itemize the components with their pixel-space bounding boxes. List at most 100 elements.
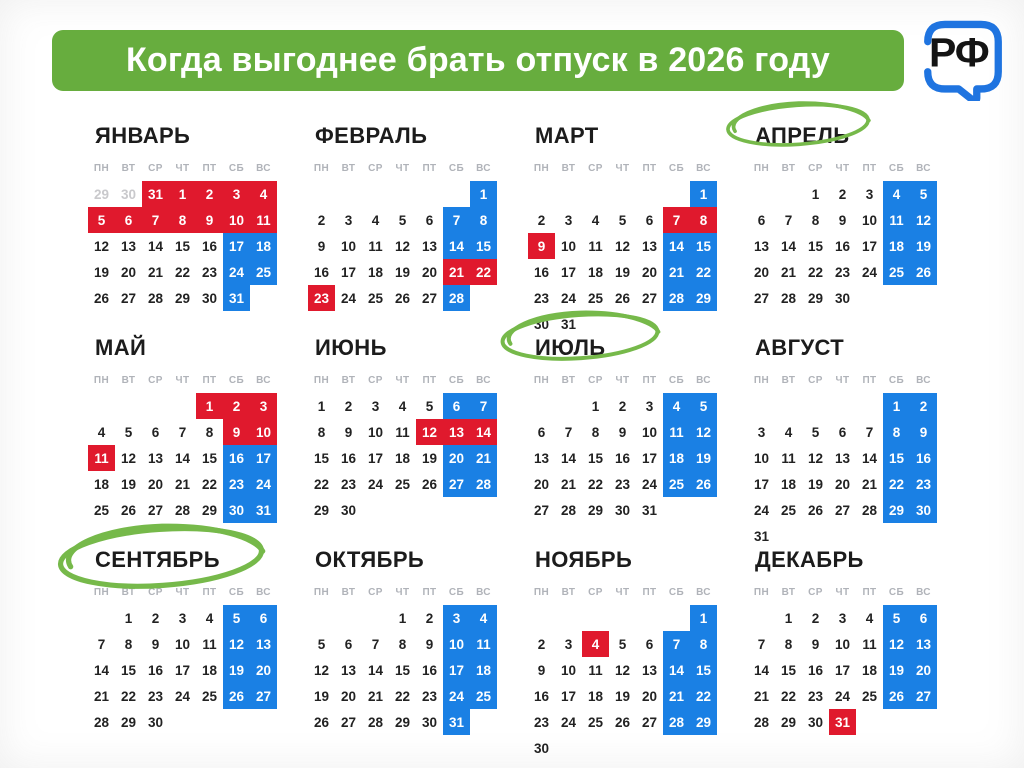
holiday-day-cell: 10 (250, 419, 277, 445)
workday-cell: 29 (394, 714, 411, 730)
empty-day-cell (362, 497, 389, 523)
workday-cell: 7 (178, 424, 187, 440)
workday-cell: 27 (147, 502, 164, 518)
empty-day-cell (636, 311, 663, 337)
weekend-day-cell: 12 (910, 207, 937, 233)
workday-cell: 6 (838, 424, 847, 440)
weekend-day-cell: 21 (663, 259, 690, 285)
workday-cell: 23 (807, 688, 824, 704)
empty-day-cell (636, 181, 663, 207)
empty-day-cell (883, 523, 910, 549)
workday-cell: 26 (120, 502, 137, 518)
workday-cell: 3 (178, 610, 187, 626)
empty-day-cell (609, 735, 636, 761)
empty-day-cell (910, 285, 937, 311)
weekday-label: ВС (476, 587, 491, 598)
workday-cell: 3 (865, 186, 874, 202)
weekday-label: СР (368, 587, 383, 598)
empty-day-cell (748, 605, 775, 631)
month-title: ФЕВРАЛЬ (315, 123, 428, 148)
workday-cell: 27 (834, 502, 851, 518)
empty-day-cell (775, 393, 802, 419)
empty-day-cell (470, 285, 497, 311)
workday-cell: 17 (641, 450, 658, 466)
weekend-day-cell: 18 (470, 657, 497, 683)
workday-cell: 6 (151, 424, 160, 440)
workday-cell: 25 (394, 476, 411, 492)
workday-cell: 16 (340, 450, 357, 466)
workday-cell: 10 (753, 450, 770, 466)
workday-cell: 21 (147, 264, 164, 280)
weekend-day-cell: 9 (910, 419, 937, 445)
weekend-day-cell: 13 (910, 631, 937, 657)
holiday-day-cell: 7 (663, 207, 690, 233)
empty-day-cell (582, 181, 609, 207)
weekend-day-cell: 5 (883, 605, 910, 631)
workday-cell: 28 (560, 502, 577, 518)
month-block-2: ФЕВРАЛЬ ПН ВТ СР ЧТ ПТ СБ ВС 1 2 3 4 5 6 7 8 9 10 11 12 13 14… (308, 123, 498, 335)
workday-cell: 23 (201, 264, 218, 280)
workday-cell: 5 (398, 212, 407, 228)
workday-cell: 17 (560, 264, 577, 280)
holiday-day-cell: 3 (223, 181, 250, 207)
holiday-day-cell: 6 (115, 207, 142, 233)
workday-cell: 15 (780, 662, 797, 678)
weekday-label: СБ (668, 163, 685, 174)
workday-cell: 9 (537, 662, 546, 678)
workday-cell: 5 (618, 212, 627, 228)
workday-cell: 17 (174, 662, 191, 678)
workday-cell: 7 (865, 424, 874, 440)
weekend-day-cell: 16 (223, 445, 250, 471)
weekend-day-cell: 22 (690, 259, 717, 285)
workday-cell: 9 (618, 424, 627, 440)
workday-cell: 8 (317, 424, 326, 440)
workday-cell: 12 (614, 662, 631, 678)
weekend-day-cell: 28 (443, 285, 470, 311)
workday-cell: 22 (201, 476, 218, 492)
workday-cell: 21 (780, 264, 797, 280)
workday-cell: 11 (588, 238, 603, 254)
workday-cell: 16 (834, 238, 851, 254)
days-grid: 29 30 31 1 2 3 4 5 6 7 8 9 10 11 12 13 14 15 16 17 18 19 20 21 2… (88, 181, 278, 311)
workday-cell: 12 (93, 238, 110, 254)
weekday-header: ПН ВТ СР ЧТ ПТ СБ ВС (748, 373, 938, 388)
workday-cell: 20 (834, 476, 851, 492)
weekend-day-cell: 27 (250, 683, 277, 709)
workday-cell: 19 (807, 476, 824, 492)
empty-day-cell (910, 523, 937, 549)
holiday-day-cell: 4 (582, 631, 609, 657)
weekday-label: ЧТ (175, 375, 190, 386)
weekend-day-cell: 19 (690, 445, 717, 471)
workday-cell: 29 (313, 502, 330, 518)
weekend-day-cell: 28 (663, 285, 690, 311)
empty-day-cell (115, 393, 142, 419)
workday-cell: 17 (340, 264, 357, 280)
workday-cell: 10 (174, 636, 191, 652)
workday-cell: 15 (313, 450, 330, 466)
weekday-label: ПН (753, 163, 770, 174)
empty-day-cell (250, 709, 277, 735)
months-grid: ЯНВАРЬ ПН ВТ СР ЧТ ПТ СБ ВС 29 30 31 1 2 3 4 5 6 7 8 9 10 11 1… (57, 101, 938, 761)
workday-cell: 19 (614, 688, 631, 704)
weekend-day-cell: 31 (223, 285, 250, 311)
weekday-label: ВС (256, 163, 271, 174)
workday-cell: 16 (201, 238, 218, 254)
workday-cell: 28 (174, 502, 191, 518)
workday-cell: 6 (645, 636, 654, 652)
workday-cell: 12 (807, 450, 824, 466)
weekday-label: СР (368, 163, 383, 174)
weekday-header: ПН ВТ СР ЧТ ПТ СБ ВС (528, 373, 718, 388)
workday-cell: 10 (340, 238, 357, 254)
workday-cell: 28 (861, 502, 878, 518)
workday-cell: 19 (93, 264, 110, 280)
empty-day-cell (856, 285, 883, 311)
workday-cell: 1 (398, 610, 407, 626)
speech-bubble-icon (924, 20, 1002, 101)
weekday-label: ВС (476, 163, 491, 174)
workday-cell: 20 (421, 264, 438, 280)
weekday-label: ПТ (422, 587, 437, 598)
weekday-label: ЧТ (835, 163, 850, 174)
month-block-4: АПРЕЛЬ ПН ВТ СР ЧТ ПТ СБ ВС 1 2 3 4 5 6 7 8 9 10 11 12 13 14 1… (726, 101, 938, 335)
weekend-day-cell: 28 (663, 709, 690, 735)
weekend-day-cell: 15 (690, 657, 717, 683)
